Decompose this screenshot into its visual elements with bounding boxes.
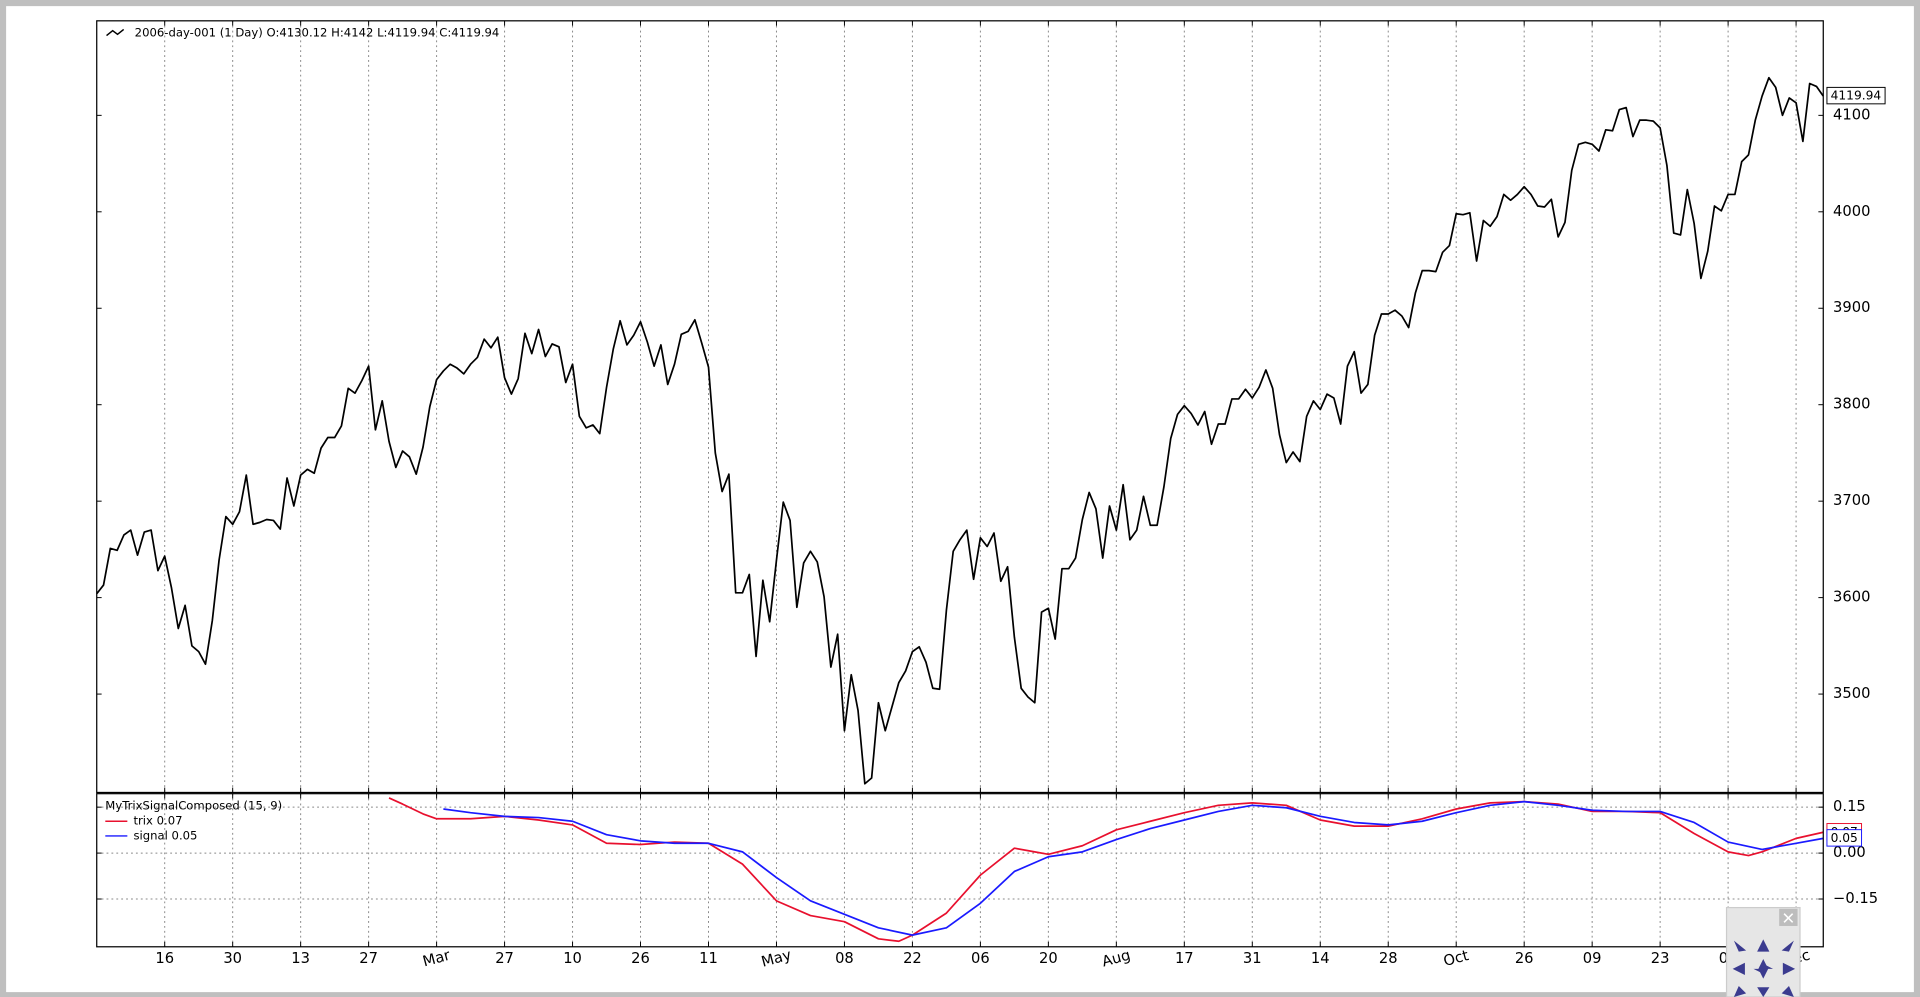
pan-down-left[interactable] [1733, 985, 1747, 997]
last-value-label: 0.05 [1831, 831, 1858, 845]
pan-up[interactable] [1757, 939, 1770, 952]
x-tick-label: 26 [631, 950, 650, 967]
x-tick-label: 11 [699, 950, 718, 967]
last-value-box [1826, 829, 1863, 847]
last-value: 0.05 [1826, 829, 1863, 847]
x-tick-label: 22 [903, 950, 922, 967]
x-tick-label: 30 [223, 950, 242, 967]
pan-right[interactable] [1782, 962, 1796, 975]
x-tick-label: 17 [1175, 950, 1194, 967]
x-tick-label: Oct [1442, 947, 1471, 970]
y-tick-label: 4100 [1833, 106, 1870, 123]
x-tick-label: 16 [155, 950, 174, 967]
x-tick-label: 26 [1515, 950, 1534, 967]
y-tick-label: 3800 [1833, 396, 1870, 413]
axes-background [96, 793, 1824, 947]
x-tick-label: 14 [1311, 950, 1330, 967]
y-tick-label: −0.15 [1833, 890, 1878, 907]
x-tick-label: 20 [1039, 950, 1058, 967]
series-line [388, 797, 1824, 943]
last-value: 4119.94 [1826, 86, 1886, 105]
y-tick-label: 3600 [1833, 589, 1870, 606]
x-tick-label: 10 [563, 950, 582, 967]
axes-frame [96, 20, 1824, 794]
pan-down[interactable] [1757, 987, 1770, 997]
pan-center-cross [1753, 963, 1774, 974]
x-tick-label: 27 [495, 950, 514, 967]
legend-label: signal 0.05 [133, 828, 197, 842]
legend-label: 2006-day-001 (1 Day) O:4130.12 H:4142 L:… [135, 26, 500, 40]
x-tick-label: 28 [1379, 950, 1398, 967]
y-tick-label: 0.00 [1833, 844, 1866, 861]
x-tick-label: 31 [1243, 950, 1262, 967]
pan-left[interactable] [1732, 962, 1745, 975]
legend-swatch [106, 28, 125, 37]
y-tick-label: 3500 [1833, 685, 1870, 702]
close-icon [1783, 913, 1794, 923]
pan-down-right[interactable] [1781, 985, 1794, 997]
y-tick-label: 3900 [1833, 299, 1870, 316]
x-tick-label: 23 [1651, 950, 1670, 967]
toolbar [1725, 906, 1801, 997]
x-tick-label: Aug [1100, 947, 1132, 971]
pan-up-right[interactable] [1781, 940, 1794, 952]
axes-background [96, 20, 1824, 793]
x-tick-label: 27 [359, 950, 378, 967]
x-tick-label: 06 [971, 950, 990, 967]
y-tick-label: 3700 [1833, 492, 1870, 509]
series-line [443, 800, 1824, 937]
series-line [96, 76, 1824, 785]
pan-up-left[interactable] [1733, 940, 1747, 952]
indicator-title: MyTrixSignalComposed (15, 9) [105, 798, 282, 812]
last-value-box [1826, 86, 1886, 105]
axes-frame [96, 793, 1824, 948]
y-tick-label: 0.15 [1833, 798, 1866, 815]
legend-label: trix 0.07 [133, 814, 182, 828]
x-tick-label: 13 [291, 950, 310, 967]
plots: 3500 3600 3700 3800 3900 4000 4100 2006-day-001… [96, 20, 1886, 971]
y-tick-label: 4000 [1833, 203, 1870, 220]
last-value-label: 4119.94 [1831, 89, 1882, 103]
x-tick-label: 09 [1583, 950, 1602, 967]
x-tick-label: Mar [421, 947, 453, 971]
x-tick-label: 08 [835, 950, 854, 967]
